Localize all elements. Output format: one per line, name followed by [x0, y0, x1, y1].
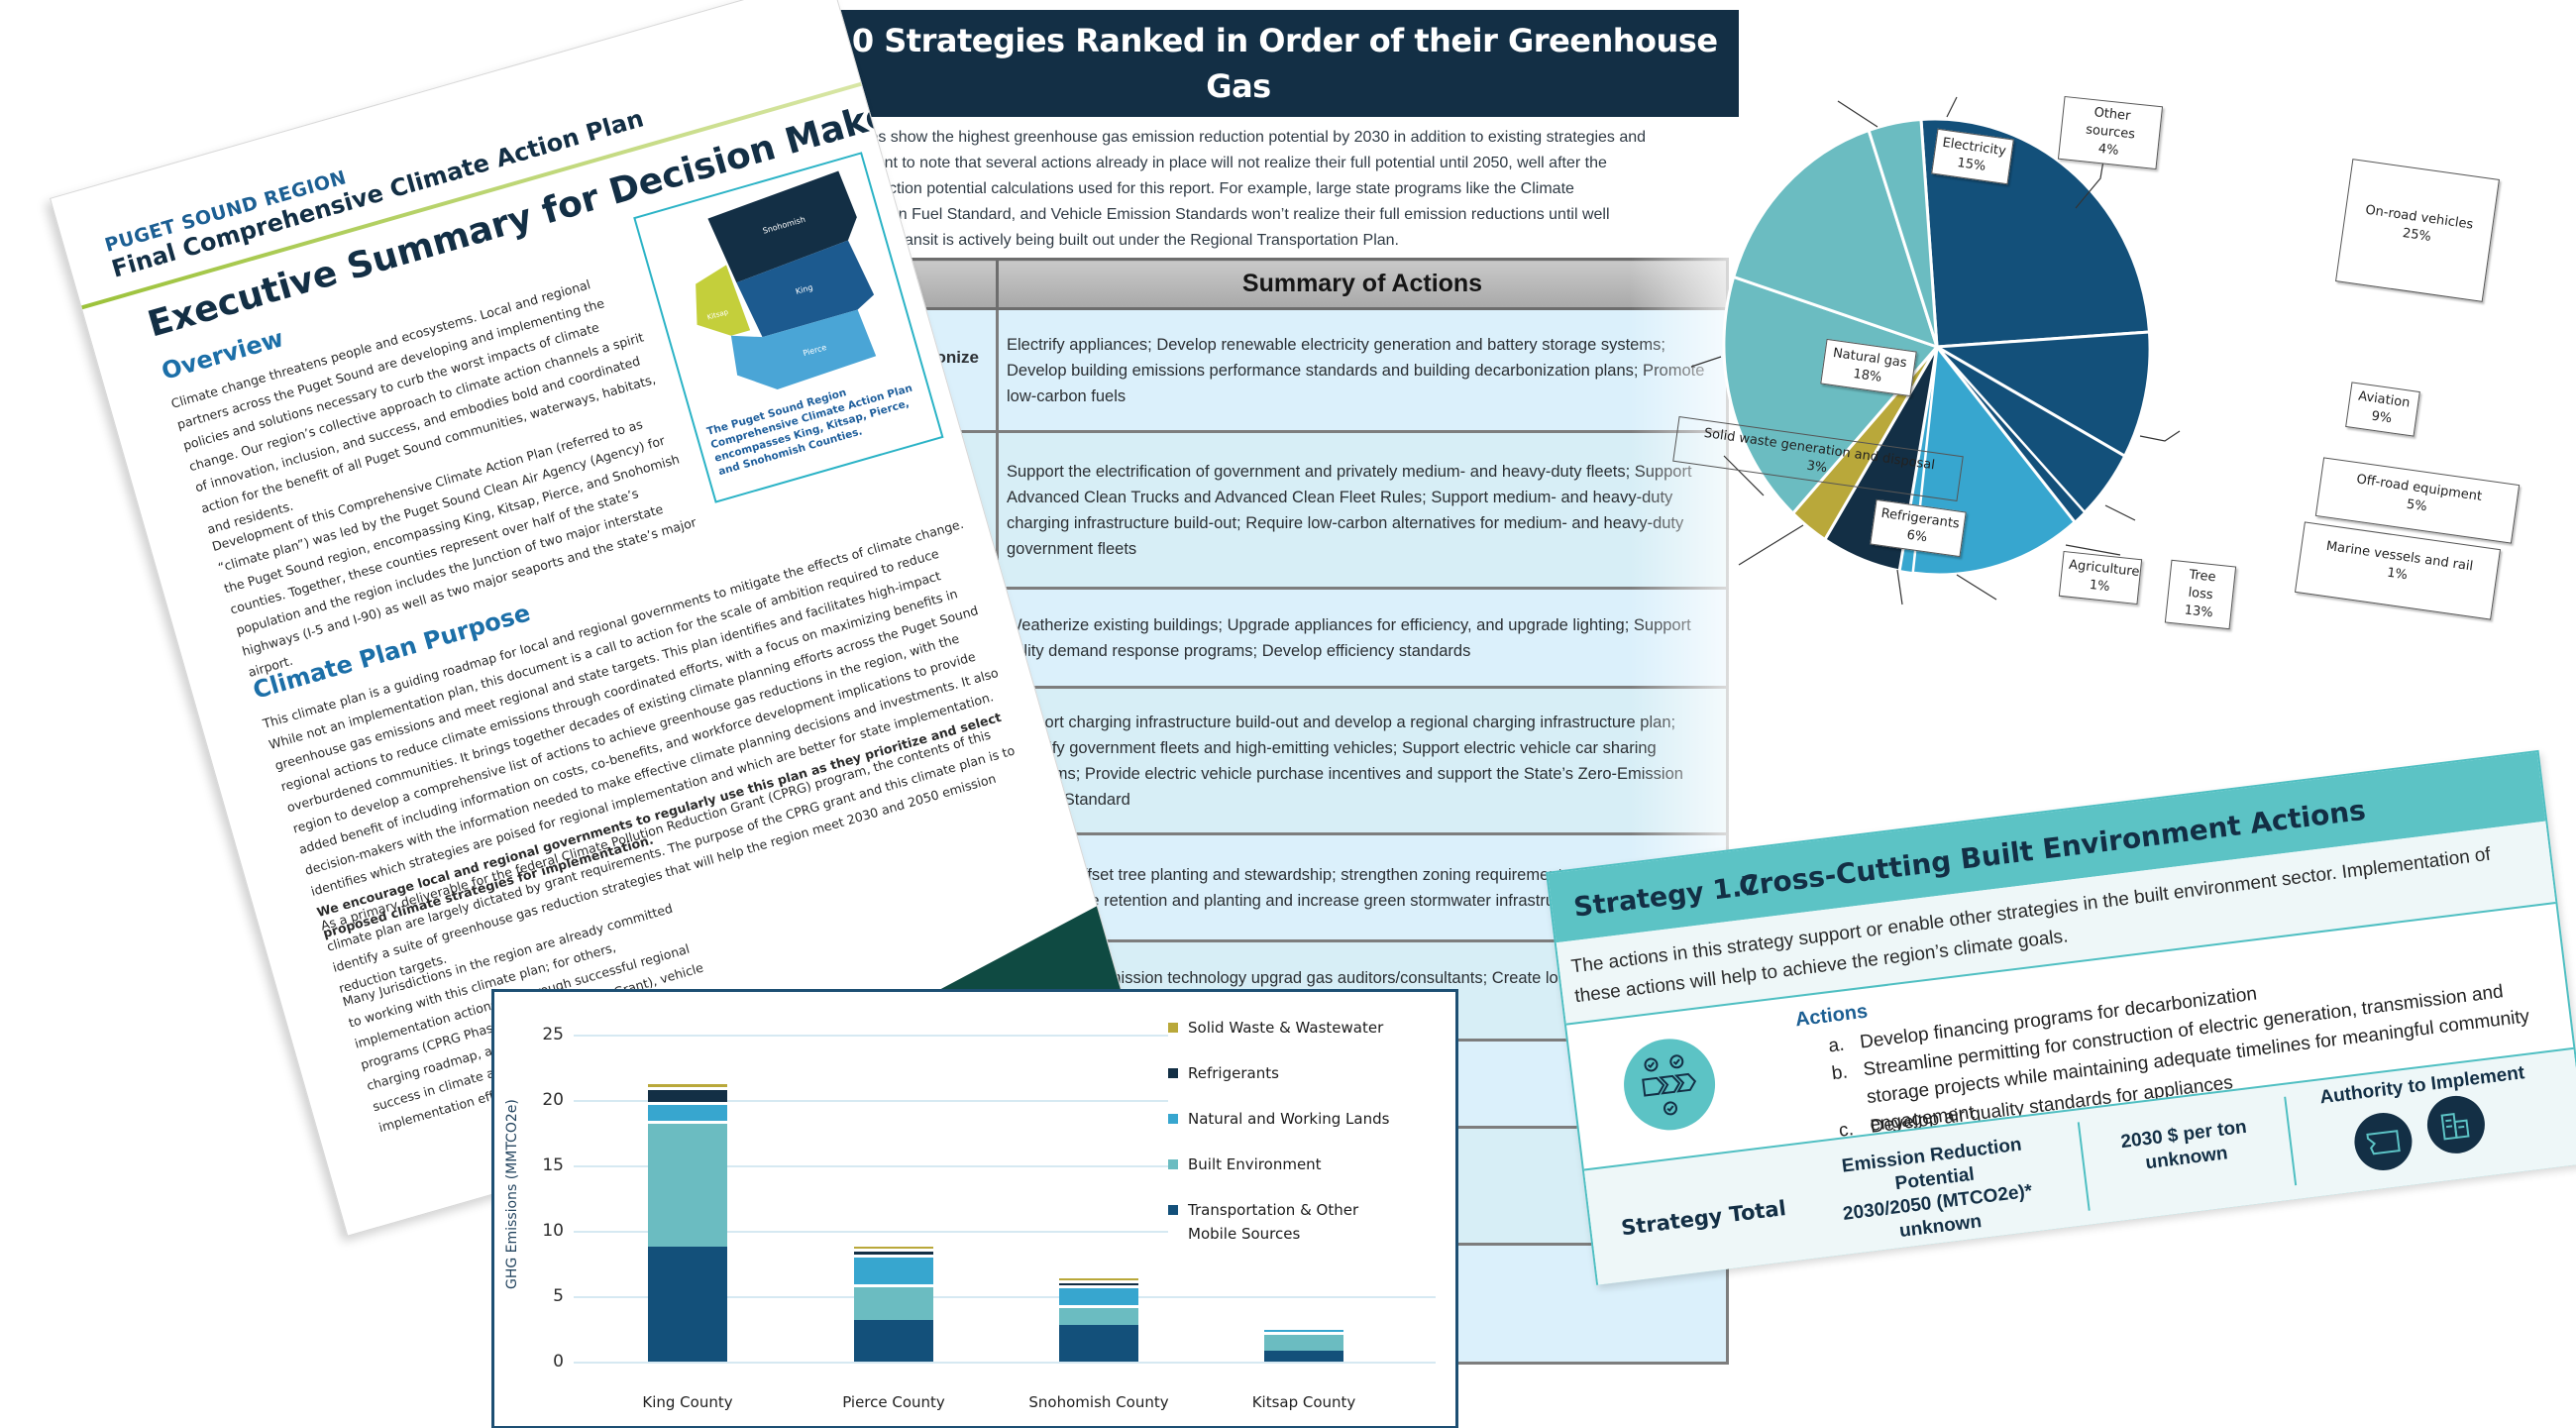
segment-solid-waste	[648, 1081, 727, 1087]
actions-cell: Support the electrification of governmen…	[996, 430, 1729, 590]
legend-swatch	[1168, 1023, 1178, 1033]
segment-solid-waste	[854, 1244, 933, 1249]
gridline	[574, 1165, 1436, 1167]
segment-refrigerants	[648, 1087, 727, 1102]
segment-refrigerants	[1059, 1280, 1138, 1285]
slice-other-sources	[1867, 117, 1939, 348]
callout-aviation: Aviation 9%	[2345, 382, 2420, 437]
actions-cell: Weatherize existing buildings; Upgrade a…	[996, 587, 1729, 689]
gridline	[574, 1362, 1436, 1364]
segment-transportation	[1059, 1325, 1138, 1362]
emission-reduction-potential: Emission Reduction Potential 2030/2050 (…	[1802, 1129, 2070, 1255]
workflow-checklist-icon	[1618, 1034, 1721, 1136]
legend-swatch	[1168, 1114, 1178, 1124]
county-emissions-bar-chart: GHG Emissions (MMTCO2e) 0 5 10 15 20 25	[491, 989, 1458, 1428]
intro-line: reduction potential calculations used fo…	[857, 180, 1574, 197]
map-pierce	[730, 309, 877, 389]
emissions-pie-chart: Other sources 4% Electricity 15% On-road…	[1672, 89, 2576, 644]
x-category-label: Pierce County	[842, 1393, 945, 1411]
bar-kitsap-county	[1264, 1327, 1343, 1362]
callout-agriculture: Agriculture 1%	[2058, 550, 2143, 605]
legend-swatch	[1168, 1205, 1178, 1215]
city-buildings-icon	[2423, 1092, 2489, 1157]
gridline	[574, 1100, 1436, 1102]
segment-natural-lands	[1059, 1285, 1138, 1305]
legend-item-refrigerants: Refrigerants	[1168, 1061, 1446, 1085]
x-category-label: King County	[642, 1393, 733, 1411]
column-header-summary: Summary of Actions	[996, 258, 1729, 310]
y-tick: 0	[553, 1352, 564, 1372]
bar-pierce-county	[854, 1244, 933, 1362]
legend-item-built-environment: Built Environment	[1168, 1153, 1446, 1176]
legend-swatch	[1168, 1068, 1178, 1078]
segment-transportation	[1264, 1351, 1343, 1362]
gridline	[574, 1035, 1436, 1037]
map-king	[736, 240, 875, 338]
actions-cell: Support charging infrastructure build-ou…	[996, 686, 1729, 835]
segment-built-environment	[854, 1284, 933, 1320]
intro-line: gies show the highest greenhouse gas emi…	[857, 129, 1647, 146]
x-category-label: Snohomish County	[1028, 1393, 1169, 1411]
segment-natural-lands	[854, 1255, 933, 1284]
region-map-figure: Snohomish King Kitsap Pierce The Puget S…	[633, 152, 944, 503]
puget-sound-map: Snohomish King Kitsap Pierce	[696, 170, 877, 389]
y-tick: 10	[542, 1221, 564, 1241]
intro-line: . Clean Fuel Standard, and Vehicle Emiss…	[857, 206, 1610, 223]
legend-item-solid-waste: Solid Waste & Wastewater	[1168, 1016, 1446, 1040]
strategy-total-label: Strategy Total	[1619, 1196, 1787, 1241]
y-tick: 20	[542, 1090, 564, 1110]
slice-aviation	[1932, 330, 2152, 459]
strategies-banner: Top 10 Strategies Ranked in Order of the…	[738, 10, 1739, 151]
y-tick: 5	[553, 1286, 564, 1306]
gridline	[574, 1296, 1436, 1298]
segment-built-environment	[1264, 1332, 1343, 1351]
banner-title-line1: Top 10 Strategies Ranked in Order of the…	[759, 22, 1718, 105]
bar-king-county	[648, 1081, 727, 1362]
actions-cell: Electrify appliances; Develop renewable …	[996, 307, 1729, 433]
callout-on-road-vehicles: On-road vehicles 25%	[2335, 159, 2500, 302]
strategy-total-footer: Strategy Total Emission Reduction Potent…	[1583, 1046, 2576, 1285]
segment-transportation	[648, 1247, 727, 1362]
segment-solid-waste	[1059, 1275, 1138, 1280]
y-tick: 15	[542, 1155, 564, 1175]
segment-refrigerants	[854, 1249, 933, 1255]
segment-natural-lands	[1264, 1327, 1343, 1332]
legend-item-natural-lands: Natural and Working Lands	[1168, 1107, 1446, 1131]
gridline	[574, 1231, 1436, 1233]
banner-title-line2: Emission Reduction Potential by 2030*	[901, 113, 1576, 151]
strategy-number: Strategy 1.7	[1571, 869, 1763, 924]
legend-item-transportation: Transportation & Other Mobile Sources	[1168, 1198, 1446, 1246]
segment-built-environment	[1059, 1305, 1138, 1325]
y-axis-label: GHG Emissions (MMTCO2e)	[504, 1099, 520, 1289]
slice-electricity	[1731, 128, 1940, 350]
column-divider	[2077, 1122, 2091, 1211]
segment-natural-lands	[648, 1102, 727, 1121]
strategy-1-7-card: Strategy 1.7 Cross-Cutting Built Environ…	[1546, 749, 2576, 1285]
bar-chart-legend: Solid Waste & Wastewater Refrigerants Na…	[1168, 1012, 1446, 1271]
intro-line: ional transit is actively being built ou…	[857, 232, 1399, 249]
actions-label: Actions	[1793, 1000, 1870, 1032]
map-kitsap	[696, 265, 751, 336]
bar-snohomish-county	[1059, 1275, 1138, 1362]
legend-swatch	[1168, 1159, 1178, 1169]
strategies-intro: gies show the highest greenhouse gas emi…	[857, 125, 1729, 254]
callout-tree-loss: Tree loss 13%	[2164, 559, 2237, 630]
slice-natural-gas	[1722, 275, 1940, 516]
executive-summary-page: PUGET SOUND REGION Final Comprehensive C…	[50, 0, 1128, 1237]
cost-per-ton: 2030 $ per ton unknown	[2098, 1113, 2272, 1180]
bar-plot-area: 0 5 10 15 20 25	[542, 1025, 1436, 1411]
washington-state-icon	[2351, 1109, 2415, 1174]
callout-other-sources: Other sources 4%	[2057, 95, 2164, 170]
segment-transportation	[854, 1320, 933, 1362]
y-tick: 25	[542, 1025, 564, 1044]
intro-line: ortant to note that several actions alre…	[857, 155, 1607, 171]
map-snohomish	[707, 170, 857, 283]
column-divider	[2284, 1096, 2298, 1186]
segment-built-environment	[648, 1121, 727, 1247]
x-category-label: Kitsap County	[1251, 1393, 1356, 1411]
